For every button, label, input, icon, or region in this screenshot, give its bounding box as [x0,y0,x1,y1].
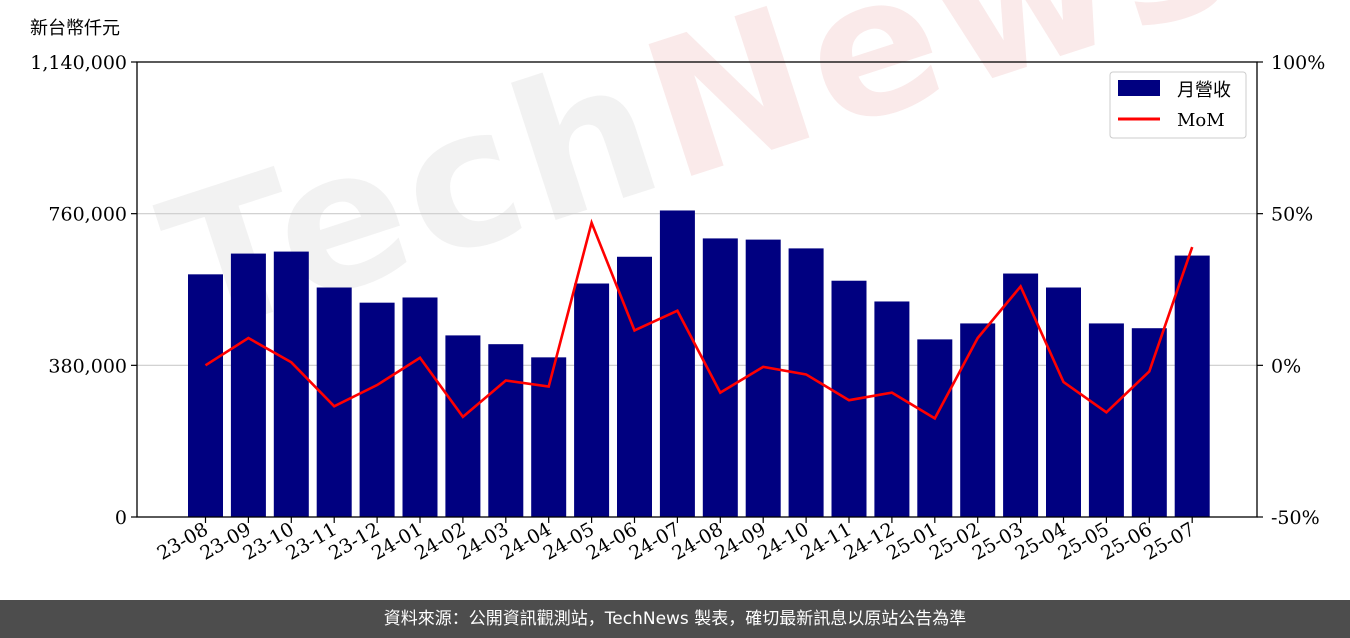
legend-swatch-bar [1118,80,1160,96]
mom-line-path [204,218,1194,421]
revenue-bar [917,339,953,517]
legend-label-mom: MoM [1177,110,1225,131]
revenue-bar [230,253,266,517]
revenue-bar [402,297,438,517]
revenue-bar [1131,328,1167,517]
y-left-tick-label: 380,000 [48,355,127,377]
y-right-tick-label: -50% [1271,507,1320,529]
revenue-bar [659,210,695,517]
revenue-bars [188,210,1210,518]
plot-frame [136,61,1258,518]
revenue-bar [960,323,996,517]
x-tick-label: 25-07 [1140,518,1198,564]
revenue-bar [488,344,524,517]
revenue-bar [273,251,309,518]
revenue-bar [1174,255,1210,517]
revenue-bar [702,238,738,517]
revenue-bar [359,302,395,517]
y-right-tick-label: 100% [1271,52,1325,74]
revenue-bar [1046,287,1081,517]
mom-line [204,218,1194,421]
revenue-bar [617,256,652,517]
y-right-tick-label: 0% [1271,355,1301,377]
revenue-bar [1003,273,1039,517]
revenue-bar [445,335,481,517]
revenue-bar [745,239,781,517]
revenue-bar [188,274,223,517]
legend: 月營收 MoM [1109,71,1247,139]
y-right-tick-label: 50% [1271,204,1313,226]
revenue-chart: 0380,000760,0001,140,000-50%0%50%100%23-… [30,52,1325,565]
y-axis-unit-label: 新台幣仟元 [30,18,120,39]
y-left-tick-label: 1,140,000 [30,52,127,74]
revenue-bar [874,301,910,517]
y-left-tick-label: 760,000 [48,204,127,226]
source-footer: 資料來源：公開資訊觀測站，TechNews 製表，確切最新訊息以原站公告為準 [0,600,1350,638]
revenue-bar [574,283,610,517]
revenue-bar [1088,323,1124,517]
revenue-bar [316,287,352,517]
legend-label-revenue: 月營收 [1177,80,1231,101]
revenue-bar [531,357,567,517]
y-left-tick-label: 0 [115,507,127,529]
